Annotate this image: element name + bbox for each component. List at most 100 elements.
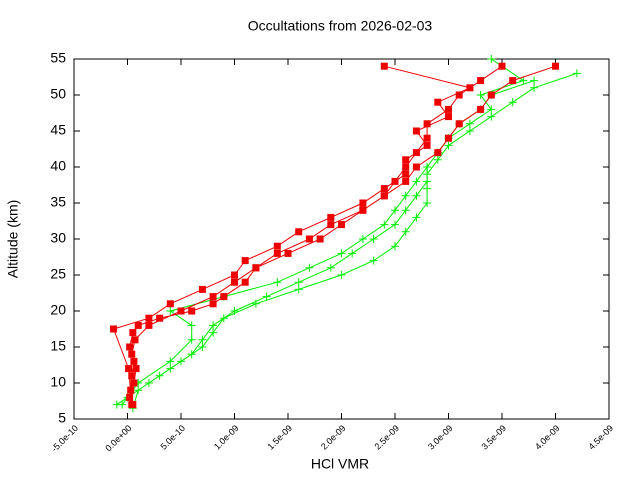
marker [198,335,207,344]
marker [358,235,367,243]
chart-title: Occultations from 2026-02-03 [248,18,433,34]
marker [187,350,196,359]
marker [188,307,196,315]
marker [337,271,346,279]
marker [391,220,399,229]
marker [219,314,228,323]
marker [412,213,421,222]
plot-frame [73,58,610,420]
x-tick-label: 1.0e-09 [212,423,241,452]
y-tick-label: 25 [50,266,66,282]
marker [126,393,134,401]
marker [423,120,431,128]
marker [198,343,207,351]
marker [231,271,238,279]
x-tick-label: 0.0e+00 [103,423,133,453]
marker [231,278,238,286]
y-tick-label: 50 [50,86,66,102]
x-tick-label: 2.5e-09 [372,423,401,452]
marker [177,307,185,315]
marker [423,163,432,171]
marker [198,285,206,293]
marker [423,184,432,193]
marker [132,365,140,373]
marker [412,177,421,186]
marker [402,177,410,185]
marker [401,227,410,236]
y-tick-label: 55 [50,50,66,66]
marker [402,170,410,178]
y-tick-label: 10 [50,374,66,390]
marker [434,149,442,157]
marker [487,112,496,121]
marker [209,293,217,301]
marker [476,91,485,99]
marker [145,314,153,322]
marker [134,321,142,329]
x-tick-label: 3.5e-09 [479,423,508,452]
marker [369,256,378,265]
y-tick-label: 15 [50,338,66,354]
marker [220,293,228,301]
x-tick-label: 5.0e-10 [158,423,187,452]
marker [477,77,485,85]
marker [477,105,485,113]
marker [519,76,528,85]
marker [131,336,139,344]
y-tick-label: 45 [50,122,66,138]
marker [241,257,249,265]
marker [134,386,143,395]
marker [434,98,442,106]
marker [455,120,463,128]
marker [187,321,196,330]
marker [402,156,410,164]
marker [155,371,164,380]
marker [230,307,239,315]
marker [129,329,137,337]
marker [412,149,420,157]
x-tick-label: 4.0e-09 [533,423,562,452]
y-tick-label: 20 [50,302,66,318]
marker [423,177,432,186]
marker [273,249,281,257]
marker [466,84,474,92]
marker [412,191,421,200]
marker [348,249,357,258]
marker [130,357,138,365]
marker [530,76,539,85]
x-tick-label: 1.5e-09 [265,423,294,452]
marker [252,264,260,272]
marker [166,307,175,315]
y-tick-label: 35 [50,194,66,210]
marker [166,300,174,308]
x-tick-label: 4.5e-09 [586,423,615,452]
marker [487,55,496,63]
marker [125,365,133,373]
marker [498,62,506,70]
marker [423,141,431,149]
marker [127,386,135,394]
marker [326,263,335,272]
marker [187,335,196,344]
marker [337,249,346,258]
x-tick-label: 3.0e-09 [426,423,455,452]
marker [177,357,185,366]
marker [156,314,164,322]
x-tick-label: -5.0e-10 [49,423,80,454]
marker [401,191,410,200]
marker [305,263,314,272]
marker [251,299,260,308]
marker [284,249,292,257]
marker [262,292,271,301]
marker [380,220,389,229]
marker [509,77,517,85]
marker [209,321,218,330]
x-axis-label: HCl VMR [311,456,369,472]
marker [316,235,324,243]
marker [166,364,175,373]
marker [391,206,399,215]
marker [359,199,367,207]
marker [487,105,496,114]
marker [128,401,136,409]
